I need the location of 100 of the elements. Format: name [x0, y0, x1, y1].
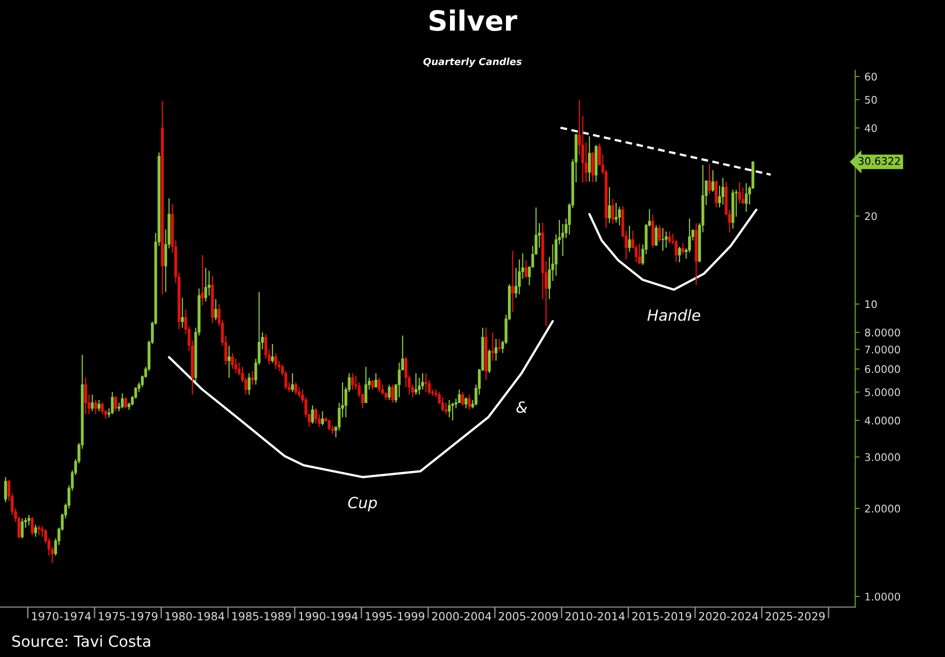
candlestick: [200, 254, 204, 306]
candlestick: [414, 372, 418, 396]
candlestick: [524, 260, 528, 278]
y-tick-label: 40: [864, 124, 877, 132]
candlestick: [251, 370, 254, 386]
series-label: Handle: [647, 309, 700, 321]
x-tick-label: 2020-2024: [698, 612, 758, 620]
candlestick: [180, 297, 184, 328]
x-tick-label: 2015-2019: [632, 612, 692, 620]
candlestick: [658, 224, 661, 243]
candlestick: [638, 243, 641, 265]
candlestick: [491, 332, 494, 362]
candlestick: [681, 242, 684, 255]
x-tick-label: 2010-2014: [566, 612, 625, 620]
y-tick-label: 4.0000: [864, 416, 900, 425]
x-tick-label: 1970-1974: [32, 612, 91, 620]
chart-title: Silver: [430, 10, 518, 32]
candlestick: [678, 246, 681, 263]
candlestick: [398, 362, 401, 398]
candlestick: [661, 227, 664, 252]
chart-subtitle: Quarterly Candles: [423, 58, 522, 68]
candlestick: [214, 298, 218, 321]
candlestick: [651, 214, 654, 248]
y-tick-label: 6.0000: [864, 365, 900, 374]
candlestick: [34, 524, 37, 538]
y-tick-label: 60: [864, 72, 877, 81]
candlestick: [248, 372, 251, 396]
candlestick: [294, 382, 298, 396]
y-tick-label: 8.0000: [864, 328, 900, 336]
candlestick: [38, 524, 40, 536]
y-tick-label: 3.0000: [865, 453, 900, 462]
candlestick: [311, 404, 314, 424]
candlestick: [314, 408, 318, 424]
candlestick: [424, 372, 428, 393]
candlestick: [588, 136, 591, 182]
candlestick: [291, 372, 294, 393]
y-tick-label: 7.0000: [865, 346, 900, 354]
candlestick: [124, 396, 128, 409]
candlestick: [328, 420, 331, 431]
line-series: [588, 208, 758, 291]
candlestick: [274, 352, 278, 370]
candlestick: [628, 225, 631, 252]
candlestick: [464, 396, 468, 409]
candlestick: [738, 182, 741, 204]
line-series: [168, 320, 554, 478]
candlestick: [421, 372, 424, 390]
candlestick: [451, 402, 454, 421]
candlestick: [608, 186, 611, 224]
candlestick: [391, 384, 394, 404]
candlestick: [351, 372, 354, 390]
candlestick: [708, 164, 711, 194]
candlestick: [654, 224, 658, 247]
x-tick-label: 2000-2004: [432, 612, 492, 620]
candlestick: [271, 343, 274, 364]
candlestick: [494, 338, 498, 362]
candlestick: [94, 399, 98, 415]
candlestick: [364, 366, 368, 404]
candlestick: [378, 377, 381, 393]
candlestick: [664, 230, 668, 248]
candlestick: [120, 392, 124, 409]
candlestick: [4, 476, 7, 503]
candlestick: [418, 377, 421, 396]
candlestick: [711, 170, 714, 192]
candlestick: [668, 230, 671, 244]
candlestick: [374, 372, 378, 388]
annotation: &: [516, 401, 527, 413]
candlestick: [84, 377, 88, 415]
candlestick: [744, 182, 748, 212]
candlestick: [228, 345, 231, 378]
x-tick-label: 1995-1999: [366, 612, 424, 620]
candlestick: [721, 177, 724, 206]
candlestick: [231, 352, 234, 370]
candlestick: [714, 180, 718, 208]
candlestick: [114, 395, 118, 412]
candlestick: [618, 206, 621, 226]
candlestick: [100, 402, 104, 415]
candlestick: [614, 202, 618, 224]
candlestick: [371, 379, 374, 390]
y-tick-label: 5.0000: [865, 388, 900, 396]
y-tick-label: 2.0000: [865, 504, 900, 513]
candlestick: [461, 392, 464, 406]
candlestick: [28, 514, 30, 526]
x-tick-label: 1980-1984: [166, 612, 224, 620]
x-tick-label: 2025-2029: [766, 612, 825, 620]
candlestick: [321, 410, 324, 426]
series-label: Cup: [348, 496, 377, 512]
y-tick-label: 20: [865, 212, 877, 220]
x-tick-label: 2005-2009: [498, 612, 558, 620]
x-tick-label: 1975-1979: [98, 612, 158, 620]
candlestick: [488, 348, 491, 374]
candlestick: [90, 394, 94, 412]
candlestick: [498, 338, 501, 352]
candlestick: [98, 399, 100, 412]
candlestick: [110, 392, 114, 415]
y-tick-label: 50: [865, 96, 877, 104]
y-tick-label: 1.0000: [865, 592, 900, 601]
y-tick-label: 10: [865, 300, 877, 308]
text: 30.6322: [858, 157, 900, 165]
candlestick: [448, 399, 451, 418]
source-note: Source: Tavi Costa: [12, 635, 150, 647]
